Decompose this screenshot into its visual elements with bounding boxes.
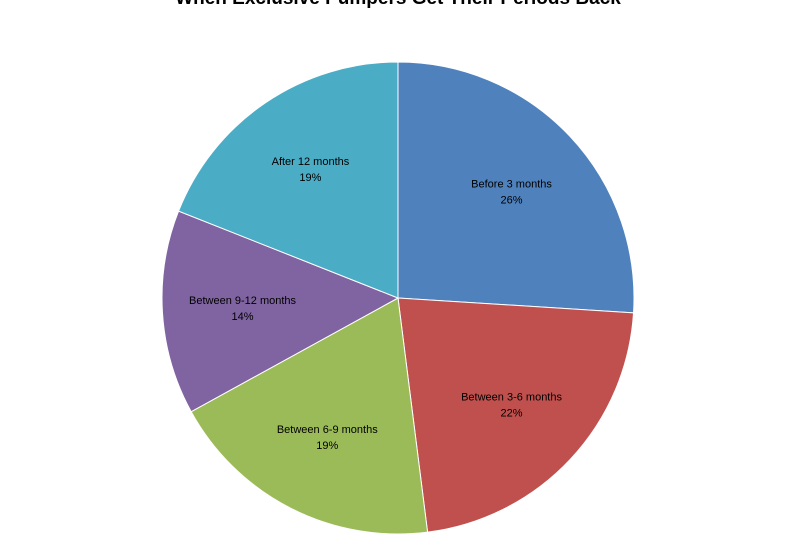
pie-slice-after-12-months (177, 61, 399, 299)
chart-title: When Exclusive Pumpers Get Their Periods… (0, 0, 796, 10)
slice-label-between-9-12-months: Between 9-12 months (189, 295, 297, 307)
pie-slices (161, 61, 635, 535)
slice-label-before-3-months: Before 3 months (471, 178, 552, 190)
slice-label-after-12-months: After 12 months (272, 156, 350, 168)
pie-slice-between-3-6-months (397, 297, 635, 533)
slice-percent-between-6-9-months: 19% (316, 440, 338, 452)
slice-percent-between-9-12-months: 14% (232, 311, 254, 323)
slice-percent-after-12-months: 19% (299, 172, 321, 184)
pie-slice-before-3-months (397, 61, 635, 314)
pie-slice-between-6-9-months (190, 297, 429, 535)
slice-label-between-3-6-months: Between 3-6 months (461, 392, 562, 404)
slice-label-between-6-9-months: Between 6-9 months (277, 424, 378, 436)
pie-labels: Before 3 months 26% Between 3-6 months 22% B… (189, 156, 562, 452)
slice-percent-between-3-6-months: 22% (501, 408, 523, 420)
pie-slice-between-9-12-months (161, 210, 400, 413)
slice-percent-before-3-months: 26% (501, 194, 523, 206)
